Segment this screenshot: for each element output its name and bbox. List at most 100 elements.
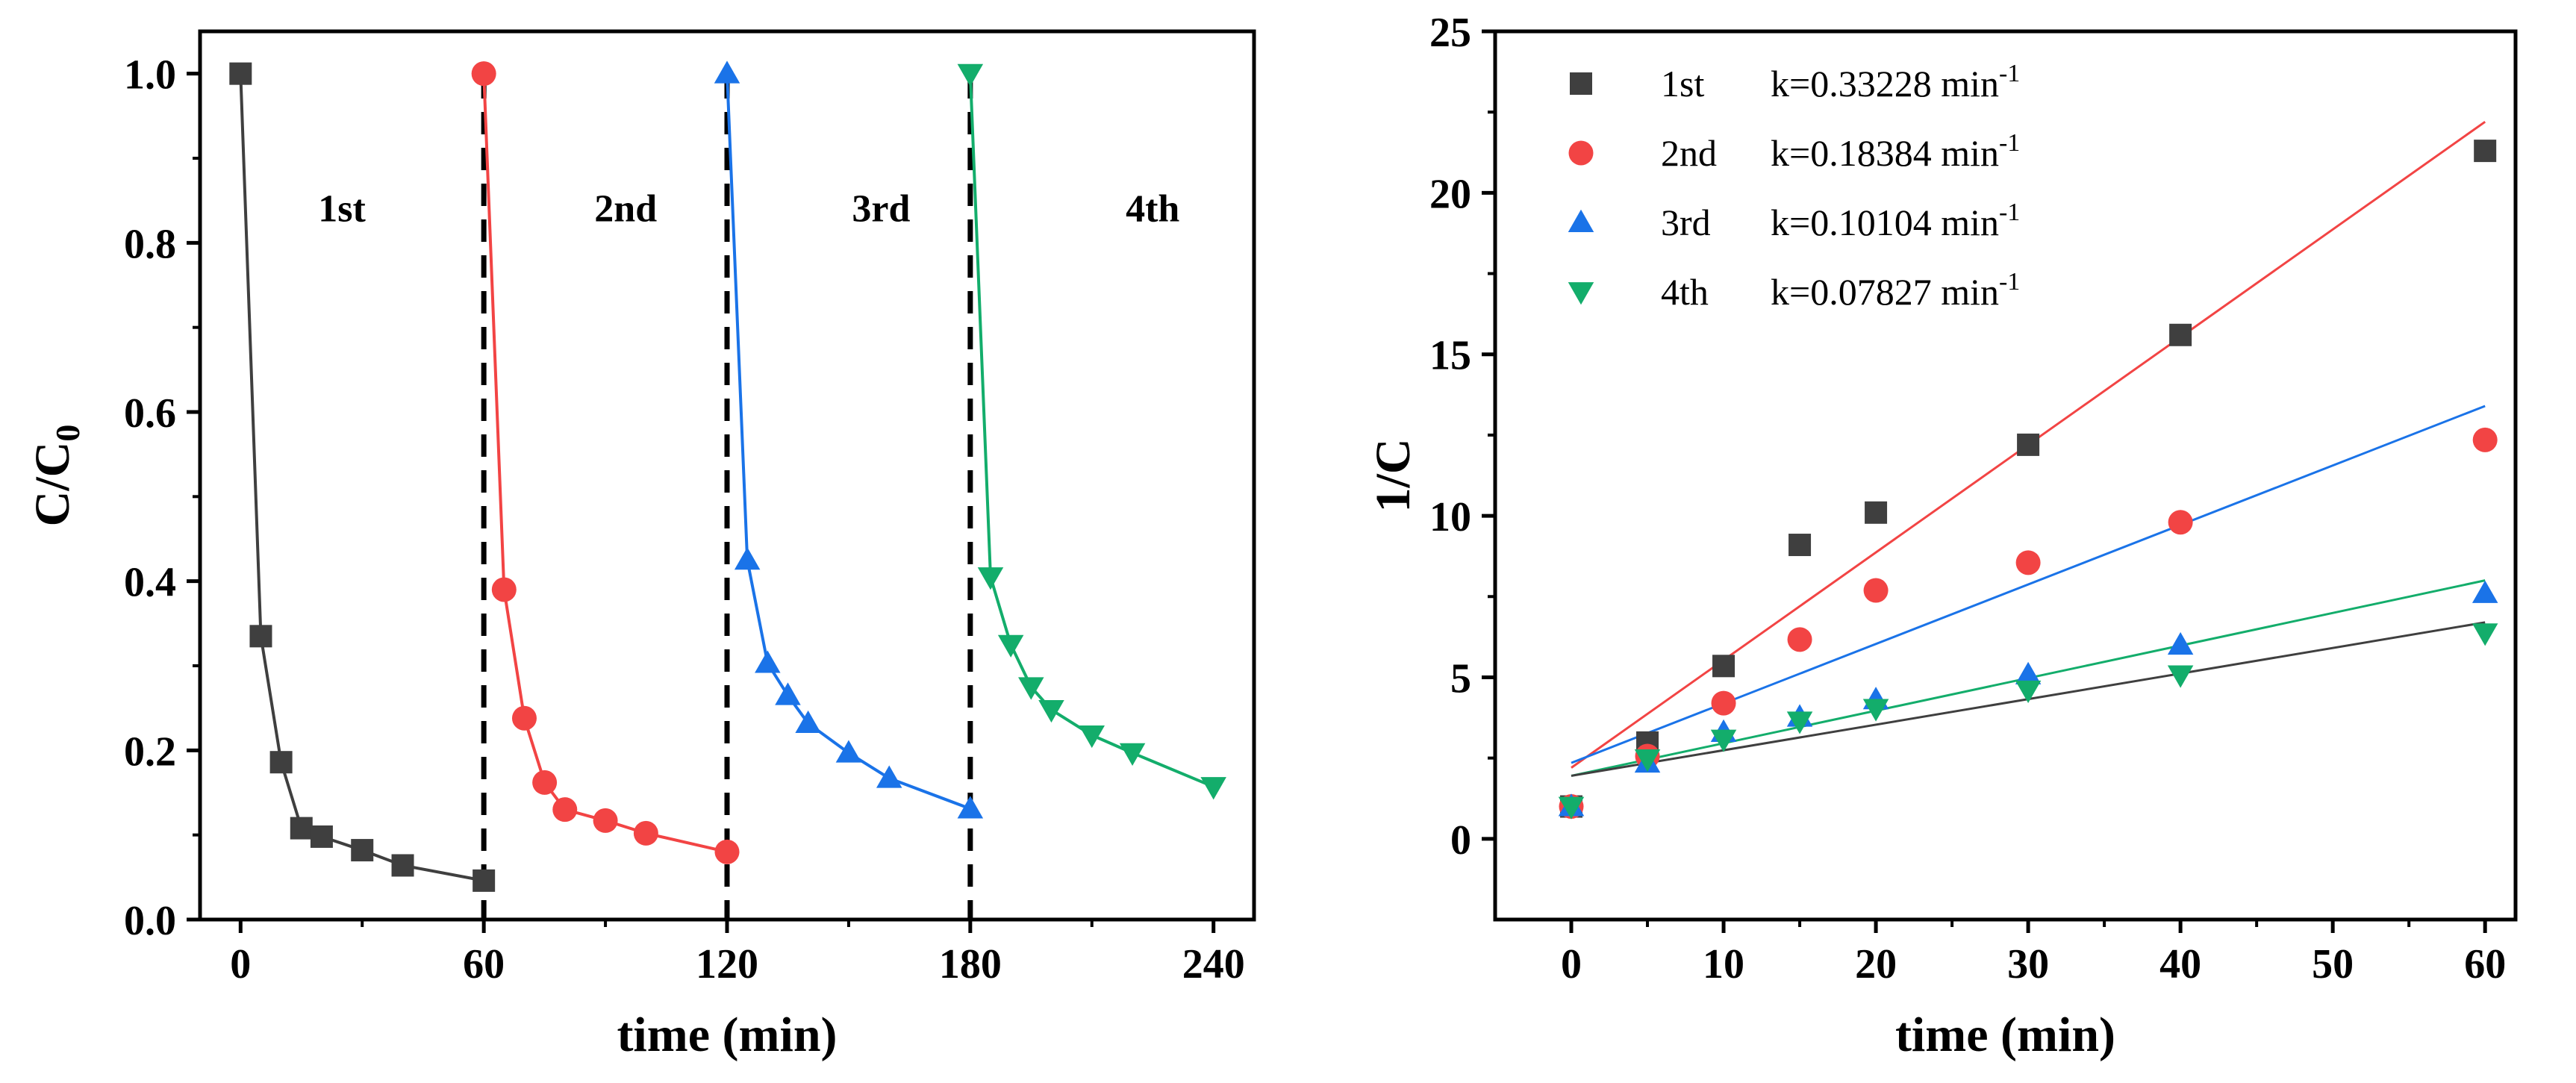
cycle-3-point bbox=[775, 682, 801, 705]
point-3rd bbox=[2471, 580, 2498, 603]
y-tick-label: 15 bbox=[1429, 333, 1471, 379]
x-tick-label: 40 bbox=[2159, 941, 2201, 987]
legend-series-name: 3rd bbox=[1661, 202, 1711, 243]
x-tick-label: 120 bbox=[696, 941, 758, 987]
cycle-4-point bbox=[957, 63, 984, 87]
legend-series-name: 1st bbox=[1661, 63, 1704, 104]
point-3rd bbox=[2015, 661, 2042, 684]
point-2nd bbox=[1863, 578, 1889, 603]
cycle-4-point bbox=[1200, 777, 1226, 800]
cycle-2-point bbox=[593, 808, 618, 833]
cycle-4-point bbox=[1038, 699, 1064, 723]
y-tick-label: 0 bbox=[1450, 817, 1471, 864]
y-tick-label: 25 bbox=[1429, 10, 1471, 56]
point-2nd bbox=[2015, 550, 2041, 575]
x-tick-label: 20 bbox=[1855, 941, 1897, 987]
legend-k-value: k=0.33228 min-1 bbox=[1771, 60, 2020, 104]
cycle-4-point bbox=[1018, 677, 1044, 700]
y-tick-label: 10 bbox=[1429, 494, 1471, 540]
cycle-label-1: 1st bbox=[318, 188, 366, 231]
point-2nd bbox=[1711, 690, 1736, 716]
point-1st bbox=[2017, 433, 2040, 456]
fit-line-2nd bbox=[1571, 405, 2486, 764]
cycle-4-point bbox=[977, 567, 1004, 590]
x-tick-label: 10 bbox=[1703, 941, 1744, 987]
cycle-label-3: 3rd bbox=[852, 188, 910, 231]
x-axis-title: time (min) bbox=[617, 1008, 837, 1062]
cycle-4-point bbox=[1119, 743, 1146, 766]
point-1st bbox=[2169, 323, 2192, 346]
cycle-1-point bbox=[351, 839, 374, 862]
point-2nd bbox=[1787, 627, 1812, 652]
point-4th bbox=[2015, 680, 2042, 704]
x-tick-label: 60 bbox=[463, 941, 505, 987]
y-tick-label: 0.8 bbox=[124, 221, 176, 267]
y-tick-label: 5 bbox=[1450, 655, 1471, 702]
cycle-4-point bbox=[997, 634, 1024, 658]
y-axis-title: 1/C bbox=[1366, 439, 1420, 513]
point-1st bbox=[2474, 140, 2497, 163]
point-2nd bbox=[2168, 510, 2193, 535]
cycle-4-line bbox=[968, 73, 1214, 788]
point-4th bbox=[1710, 729, 1737, 752]
x-tick-label: 0 bbox=[1561, 941, 1582, 987]
cycle-4-point bbox=[1079, 725, 1105, 749]
cycle-1-point bbox=[229, 62, 252, 85]
x-tick-label: 240 bbox=[1182, 941, 1245, 987]
cycle-3-point bbox=[755, 650, 781, 673]
legend-marker-2nd bbox=[1568, 140, 1594, 166]
y-axis-title: C/C0 bbox=[25, 425, 87, 527]
x-tick-label: 30 bbox=[2007, 941, 2049, 987]
point-1st bbox=[1788, 534, 1812, 557]
x-tick-label: 50 bbox=[2312, 941, 2354, 987]
cycle-1-point bbox=[391, 854, 414, 877]
point-3rd bbox=[2167, 631, 2194, 655]
point-4th bbox=[1634, 749, 1661, 773]
cycle-3-point bbox=[795, 710, 821, 734]
cycle-1-point bbox=[290, 817, 313, 840]
cycle-2-point bbox=[552, 797, 578, 823]
point-1st bbox=[1865, 501, 1888, 524]
cycle-1-point bbox=[310, 825, 333, 848]
cycle-2-point bbox=[633, 820, 658, 846]
plot-frame bbox=[1493, 29, 2518, 922]
left-panel-concentration-chart: 1st 2nd 3rd 4th 0 60 120 180 240 0.0 0.2 0.4 0.6 0.8 1… bbox=[25, 29, 1256, 1062]
y-tick-label: 0.4 bbox=[124, 560, 176, 606]
cycle-2-point bbox=[511, 705, 537, 731]
point-4th bbox=[1786, 711, 1813, 734]
cycle-3-line bbox=[726, 73, 971, 811]
cycle-3-point bbox=[957, 796, 984, 819]
cycle-2-point bbox=[532, 770, 558, 795]
legend-series-name: 4th bbox=[1661, 271, 1709, 313]
cycle-1-point bbox=[269, 751, 293, 774]
cycle-2-point bbox=[491, 577, 517, 602]
legend-marker-1st bbox=[1570, 72, 1592, 95]
cycle-label-2: 2nd bbox=[594, 188, 657, 231]
y-tick-label: 0.6 bbox=[124, 390, 176, 437]
legend-marker-4th bbox=[1568, 282, 1594, 305]
legend-k-value: k=0.18384 min-1 bbox=[1771, 129, 2020, 174]
x-tick-label: 0 bbox=[230, 941, 251, 987]
cycle-label-4: 4th bbox=[1126, 188, 1179, 231]
cycle-1-point bbox=[473, 869, 496, 892]
point-2nd bbox=[2472, 427, 2498, 452]
cycle-1-point bbox=[249, 625, 272, 648]
legend-k-value: k=0.07827 min-1 bbox=[1771, 268, 2020, 313]
legend-k-value: k=0.10104 min-1 bbox=[1771, 199, 2020, 243]
y-tick-label: 0.2 bbox=[124, 728, 176, 775]
legend-series-name: 2nd bbox=[1661, 132, 1717, 174]
x-axis-title: time (min) bbox=[1895, 1008, 2115, 1062]
point-4th bbox=[2167, 665, 2194, 688]
cycle-3-point bbox=[714, 60, 740, 84]
point-4th bbox=[1862, 699, 1889, 722]
cycle-3-point bbox=[734, 547, 761, 570]
x-tick-label: 60 bbox=[2464, 941, 2506, 987]
cycle-2-point bbox=[714, 839, 740, 864]
cycle-3-point bbox=[876, 765, 902, 788]
right-panel-kinetics-chart: 0 10 20 30 40 50 60 0 5 10 15 20 25 1st k=0.33228 min-… bbox=[1366, 10, 2518, 1062]
legend-marker-3rd bbox=[1568, 209, 1594, 232]
cycle-3-point bbox=[835, 740, 862, 763]
y-tick-label: 1.0 bbox=[124, 52, 176, 99]
point-1st bbox=[1712, 655, 1735, 678]
